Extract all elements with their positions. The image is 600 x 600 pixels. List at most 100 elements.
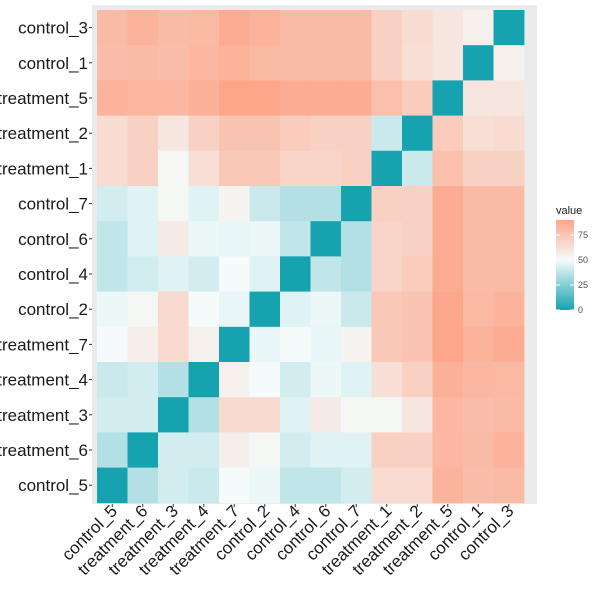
heatmap-cell xyxy=(97,291,128,328)
heatmap-cell xyxy=(432,467,464,504)
heatmap-cell xyxy=(97,397,128,433)
heatmap-cell xyxy=(97,150,128,187)
heatmap-cell xyxy=(219,221,250,257)
heatmap-cell xyxy=(341,432,372,468)
heatmap-cell xyxy=(219,362,250,398)
heatmap-cell xyxy=(158,150,189,187)
legend-colorbar xyxy=(556,220,574,310)
heatmap-cell xyxy=(158,326,189,363)
heatmap-cell xyxy=(97,186,128,222)
heatmap-cell xyxy=(97,115,128,152)
heatmap-cell xyxy=(127,45,159,81)
heatmap-cell xyxy=(158,432,189,468)
heatmap-cell xyxy=(127,150,159,187)
heatmap-cell xyxy=(97,467,128,504)
y-tick-label: control_7 xyxy=(18,195,88,214)
heatmap-cell xyxy=(188,467,220,504)
heatmap-cell xyxy=(371,397,403,433)
heatmap-cell xyxy=(249,150,281,187)
heatmap-cell xyxy=(280,80,311,116)
heatmap-cell xyxy=(402,291,433,328)
heatmap-cell xyxy=(127,432,159,468)
legend-tick-label: 50 xyxy=(578,255,588,265)
heatmap-cell xyxy=(310,150,342,187)
heatmap-cell xyxy=(127,186,159,222)
heatmap-cell xyxy=(310,115,342,152)
heatmap-cell xyxy=(310,362,342,398)
heatmap-cell xyxy=(432,115,464,152)
y-tick-label: control_6 xyxy=(18,230,88,249)
heatmap-cell xyxy=(97,10,128,46)
heatmap-cell xyxy=(188,362,220,398)
heatmap-cell xyxy=(310,221,342,257)
heatmap-cell xyxy=(249,221,281,257)
heatmap-cell xyxy=(280,432,311,468)
y-tick-label: control_3 xyxy=(18,19,88,38)
heatmap-cell xyxy=(127,291,159,328)
heatmap-cell xyxy=(463,432,494,468)
heatmap-cell xyxy=(310,45,342,81)
heatmap-cell xyxy=(158,467,189,504)
y-tick-label: treatment_6 xyxy=(0,441,88,460)
heatmap-cell xyxy=(249,45,281,81)
heatmap-cell xyxy=(463,291,494,328)
heatmap-cell xyxy=(249,432,281,468)
heatmap-cell xyxy=(402,326,433,363)
heatmap-cell xyxy=(188,432,220,468)
heatmap-cell xyxy=(463,80,494,116)
heatmap-cell xyxy=(280,221,311,257)
heatmap-cell xyxy=(493,326,525,363)
heatmap-cell xyxy=(188,326,220,363)
heatmap-cell xyxy=(188,221,220,257)
heatmap-cell xyxy=(158,10,189,46)
heatmap-cell xyxy=(341,10,372,46)
legend-ticks: 0 25 50 75 xyxy=(556,230,588,315)
heatmap-cell xyxy=(463,362,494,398)
heatmap-cell xyxy=(188,115,220,152)
y-tick-label: treatment_4 xyxy=(0,371,88,390)
heatmap-cell xyxy=(341,115,372,152)
heatmap-cell xyxy=(493,115,525,152)
heatmap-cell xyxy=(493,291,525,328)
heatmap-cell xyxy=(341,221,372,257)
heatmap-cell xyxy=(249,10,281,46)
heatmap-cell xyxy=(371,291,403,328)
heatmap-cell xyxy=(371,10,403,46)
heatmap-cell xyxy=(402,432,433,468)
heatmap-cell xyxy=(127,10,159,46)
heatmap-cell xyxy=(402,115,433,152)
heatmap-cell xyxy=(341,256,372,292)
heatmap-cell xyxy=(310,80,342,116)
legend-tick-label: 25 xyxy=(578,280,588,290)
heatmap-cell xyxy=(402,221,433,257)
heatmap-cell xyxy=(402,397,433,433)
heatmap-cell xyxy=(341,45,372,81)
heatmap-cell xyxy=(402,10,433,46)
heatmap-cell xyxy=(219,45,250,81)
heatmap-cell xyxy=(493,186,525,222)
heatmap-cell xyxy=(402,256,433,292)
heatmap-cell xyxy=(463,186,494,222)
heatmap-cell xyxy=(249,291,281,328)
heatmap-cell xyxy=(97,256,128,292)
heatmap-cell xyxy=(219,150,250,187)
heatmap-cell xyxy=(463,45,494,81)
color-legend: value 0 25 50 75 xyxy=(556,205,588,315)
heatmap-cell xyxy=(432,80,464,116)
heatmap-cell xyxy=(341,291,372,328)
legend-tick-label: 75 xyxy=(578,230,588,240)
heatmap-cell xyxy=(127,115,159,152)
heatmap-cell xyxy=(341,150,372,187)
heatmap-cell xyxy=(219,397,250,433)
heatmap-cell xyxy=(158,221,189,257)
heatmap-cell xyxy=(219,467,250,504)
heatmap-cell xyxy=(188,80,220,116)
heatmap-cell xyxy=(432,397,464,433)
heatmap-cell xyxy=(158,256,189,292)
heatmap-cell xyxy=(402,45,433,81)
heatmap-cell xyxy=(188,397,220,433)
heatmap-cell xyxy=(249,397,281,433)
heatmap-cell xyxy=(127,256,159,292)
heatmap-cell xyxy=(310,397,342,433)
heatmap-cell xyxy=(97,221,128,257)
